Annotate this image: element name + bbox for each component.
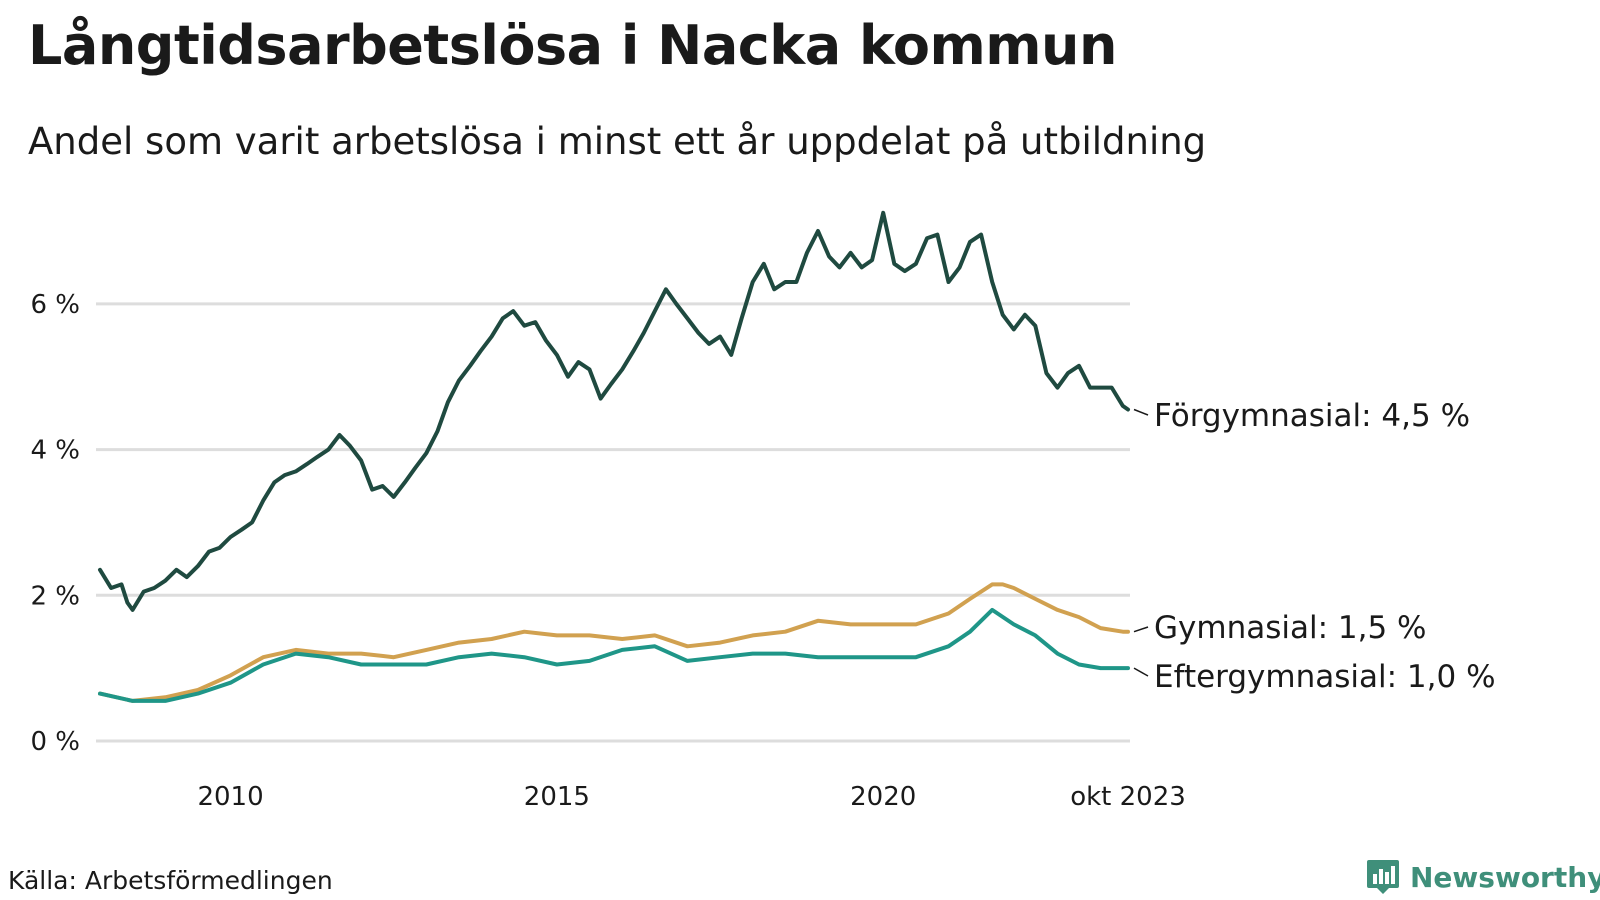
label-leader-line (1133, 626, 1149, 633)
source-note: Källa: Arbetsförmedlingen (8, 866, 333, 895)
y-tick-label: 0 % (30, 727, 80, 757)
y-tick-label: 4 % (30, 436, 80, 466)
x-tick-label: okt 2023 (1070, 782, 1186, 812)
series-end-label: Eftergymnasial: 1,0 % (1154, 659, 1496, 695)
label-layer: Förgymnasial: 4,5 % Gymnasial: 1,5 % Efter… (1133, 398, 1496, 695)
y-tick-label: 2 % (30, 581, 80, 611)
series-end-label: Förgymnasial: 4,5 % (1154, 398, 1470, 434)
y-tick-label: 6 % (30, 290, 80, 320)
label-leader-line (1133, 667, 1149, 677)
chart-subtitle: Andel som varit arbetslösa i minst ett å… (28, 120, 1207, 163)
series-layer (98, 210, 1130, 703)
x-tick-label: 2015 (524, 782, 590, 812)
newsworthy-logo[interactable]: Newsworthy (1366, 858, 1600, 896)
axis-layer: 0 % 2 % 4 % 6 % 2010 2015 2020 okt 2023 (30, 290, 1185, 812)
line-chart: 0 % 2 % 4 % 6 % 2010 2015 2020 okt 2023 Förgymn… (30, 210, 1496, 812)
series-line-eftergymnasial (98, 607, 1130, 703)
series-end-label: Gymnasial: 1,5 % (1154, 610, 1427, 646)
series-line-gymnasial (98, 582, 1130, 703)
x-tick-label: 2010 (197, 782, 263, 812)
brand-name: Newsworthy (1410, 860, 1600, 894)
x-tick-label: 2020 (850, 782, 916, 812)
label-leader-line (1133, 408, 1149, 416)
bar-chart-icon (1367, 860, 1399, 894)
grid-layer (96, 302, 1130, 743)
chart-title: Långtidsarbetslösa i Nacka kommun (28, 14, 1117, 77)
series-line-förgymnasial (98, 210, 1130, 612)
